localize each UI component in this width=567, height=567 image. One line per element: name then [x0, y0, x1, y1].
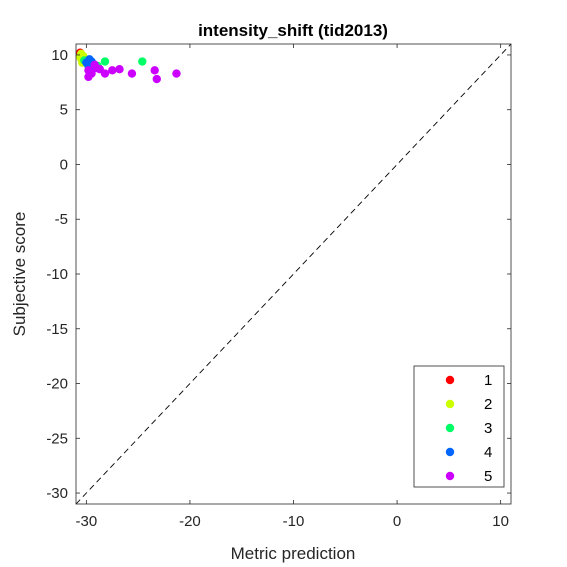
legend-label-3: 3	[484, 420, 492, 437]
y-tick-label: 0	[60, 156, 68, 173]
data-point-series-5	[115, 64, 124, 74]
identity-reference-line	[75, 43, 512, 505]
data-point-series-5	[152, 74, 161, 84]
y-tick-label: 10	[51, 47, 68, 64]
data-point-series-5	[84, 72, 93, 82]
y-tick-label: -20	[46, 376, 68, 393]
y-tick-label: -5	[55, 211, 68, 228]
data-point-series-5	[127, 69, 137, 78]
data-point-series-3	[138, 57, 147, 66]
data-point-series-5	[92, 63, 101, 73]
x-tick-label: 0	[393, 513, 401, 530]
data-point-series-5	[172, 69, 181, 78]
legend-label-1: 1	[484, 372, 492, 389]
legend: 1 2 3 4 5	[413, 365, 505, 488]
data-point-series-5	[100, 69, 110, 78]
axis-ticks: -30 -20 -10 0 10 10 5 0 -5 -10 -15 -20 -25 -30	[46, 44, 511, 530]
y-tick-label: -10	[46, 266, 68, 283]
x-tick-label: -30	[76, 513, 98, 530]
legend-marker-5	[445, 471, 455, 481]
legend-marker-1	[445, 375, 455, 385]
data-point-series-3	[100, 57, 110, 66]
legend-marker-4	[445, 447, 455, 457]
chart-title: intensity_shift (tid2013)	[198, 21, 388, 40]
y-tick-label: -25	[46, 430, 68, 447]
data-point-series-5	[150, 66, 159, 75]
legend-box	[413, 365, 505, 488]
x-tick-label: 10	[492, 513, 509, 530]
x-tick-label: -10	[283, 513, 305, 530]
legend-label-5: 5	[484, 468, 492, 485]
legend-label-2: 2	[484, 396, 492, 413]
data-point-series-5	[108, 66, 117, 75]
legend-label-4: 4	[484, 444, 492, 461]
y-tick-label: 5	[60, 102, 68, 119]
y-tick-label: -30	[46, 485, 68, 502]
y-axis-label: Subjective score	[10, 212, 29, 337]
legend-marker-3	[445, 423, 455, 433]
x-tick-label: -20	[179, 513, 201, 530]
legend-marker-2	[445, 399, 455, 409]
y-tick-label: -15	[46, 321, 68, 338]
x-axis-label: Metric prediction	[231, 544, 356, 563]
